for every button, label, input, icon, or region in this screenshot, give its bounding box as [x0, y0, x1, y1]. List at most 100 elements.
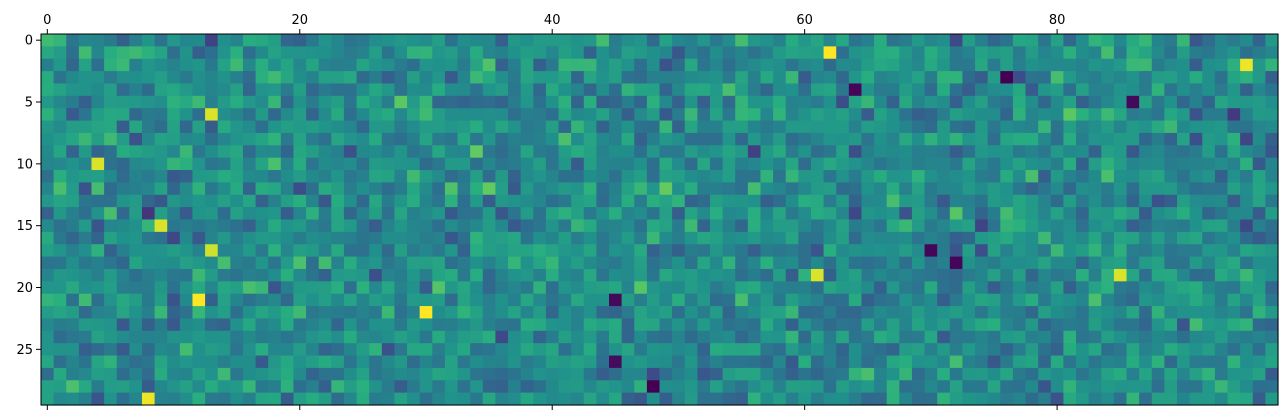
heatmap-cell	[419, 120, 433, 134]
heatmap-cell	[609, 343, 623, 357]
heatmap-cell	[1227, 83, 1241, 97]
heatmap-cell	[634, 108, 648, 122]
heatmap-cell	[268, 256, 282, 270]
heatmap-cell	[874, 256, 888, 270]
heatmap-cell	[1000, 170, 1014, 183]
heatmap-cell	[470, 145, 484, 159]
x-tick-label: 0	[43, 13, 51, 28]
heatmap-cell	[331, 318, 345, 332]
heatmap-cell	[41, 219, 55, 233]
heatmap-cell	[508, 355, 522, 369]
heatmap-cell	[1177, 46, 1191, 60]
heatmap-cell	[848, 83, 863, 97]
heatmap-cell	[836, 318, 850, 332]
heatmap-cell	[987, 380, 1001, 394]
heatmap-cell	[192, 380, 206, 394]
heatmap-cell	[1063, 293, 1077, 307]
heatmap-cell	[1252, 170, 1266, 183]
heatmap-cell	[280, 318, 295, 332]
heatmap-cell	[129, 256, 143, 270]
heatmap-cell	[394, 281, 408, 295]
heatmap-cell	[91, 219, 105, 233]
heatmap-cell	[596, 145, 610, 159]
heatmap-cell	[785, 132, 799, 146]
heatmap-cell	[457, 207, 471, 221]
heatmap-cell	[1088, 207, 1102, 221]
heatmap-cell	[571, 83, 585, 97]
heatmap-cell	[760, 281, 774, 295]
heatmap-cell	[217, 145, 231, 159]
heatmap-cell	[1126, 194, 1140, 208]
heatmap-cell	[1265, 355, 1279, 369]
heatmap-cell	[508, 58, 522, 72]
heatmap-cell	[179, 170, 194, 183]
heatmap-cell	[407, 95, 421, 109]
heatmap-cell	[760, 318, 774, 332]
heatmap-cell	[331, 207, 345, 221]
heatmap-cell	[78, 207, 93, 221]
heatmap-cell	[53, 367, 67, 381]
heatmap-cell	[697, 145, 711, 159]
heatmap-cell	[937, 281, 951, 295]
heatmap-cell	[293, 380, 307, 394]
heatmap-cell	[810, 157, 825, 171]
heatmap-cell	[533, 182, 547, 196]
heatmap-cell	[1063, 392, 1077, 406]
heatmap-cell	[836, 367, 850, 381]
heatmap-cell	[949, 256, 964, 270]
heatmap-cell	[41, 380, 55, 394]
heatmap-cell	[571, 244, 585, 258]
heatmap-cell	[722, 108, 736, 122]
heatmap-cell	[709, 293, 724, 307]
heatmap-cell	[798, 256, 812, 270]
heatmap-cell	[1202, 157, 1216, 171]
heatmap-cell	[709, 194, 724, 208]
y-tick-label: 10	[16, 157, 33, 172]
heatmap-cell	[798, 380, 812, 394]
heatmap-cell	[747, 231, 762, 245]
heatmap-cell	[722, 268, 736, 282]
heatmap-cell	[495, 194, 509, 208]
heatmap-cell	[1164, 182, 1178, 196]
heatmap-cell	[255, 343, 269, 357]
heatmap-cell	[381, 34, 396, 47]
heatmap-cell	[331, 58, 345, 72]
heatmap-cell	[697, 120, 711, 134]
heatmap-cell	[407, 58, 421, 72]
heatmap-cell	[874, 281, 888, 295]
heatmap-cell	[596, 306, 610, 320]
heatmap-cell	[1164, 355, 1178, 369]
heatmap-cell	[457, 330, 471, 344]
heatmap-cell	[205, 293, 219, 307]
heatmap-cell	[482, 132, 497, 146]
heatmap-cell	[293, 281, 307, 295]
heatmap-cell	[116, 281, 130, 295]
heatmap-cell	[874, 219, 888, 233]
heatmap-cell	[861, 355, 875, 369]
heatmap-cell	[747, 71, 762, 85]
heatmap-cell	[129, 120, 143, 134]
heatmap-cell	[470, 293, 484, 307]
heatmap-cell	[596, 83, 610, 97]
heatmap-cell	[987, 318, 1001, 332]
heatmap-cell	[785, 244, 799, 258]
heatmap-cell	[571, 392, 585, 406]
heatmap-cell	[861, 318, 875, 332]
heatmap-cell	[78, 367, 93, 381]
heatmap-cell	[470, 392, 484, 406]
heatmap-cell	[318, 182, 332, 196]
heatmap-cell	[1000, 132, 1014, 146]
heatmap-cell	[773, 46, 787, 60]
heatmap-cell	[369, 281, 383, 295]
heatmap-cell	[78, 34, 93, 47]
heatmap-cell	[1025, 256, 1039, 270]
heatmap-cell	[419, 355, 433, 369]
heatmap-cell	[1240, 58, 1254, 72]
heatmap-cell	[798, 293, 812, 307]
heatmap-cell	[785, 194, 799, 208]
heatmap-cell	[1202, 132, 1216, 146]
heatmap-cell	[596, 71, 610, 85]
heatmap-cell	[167, 392, 181, 406]
heatmap-cell	[684, 34, 698, 47]
heatmap-cell	[1076, 343, 1090, 357]
